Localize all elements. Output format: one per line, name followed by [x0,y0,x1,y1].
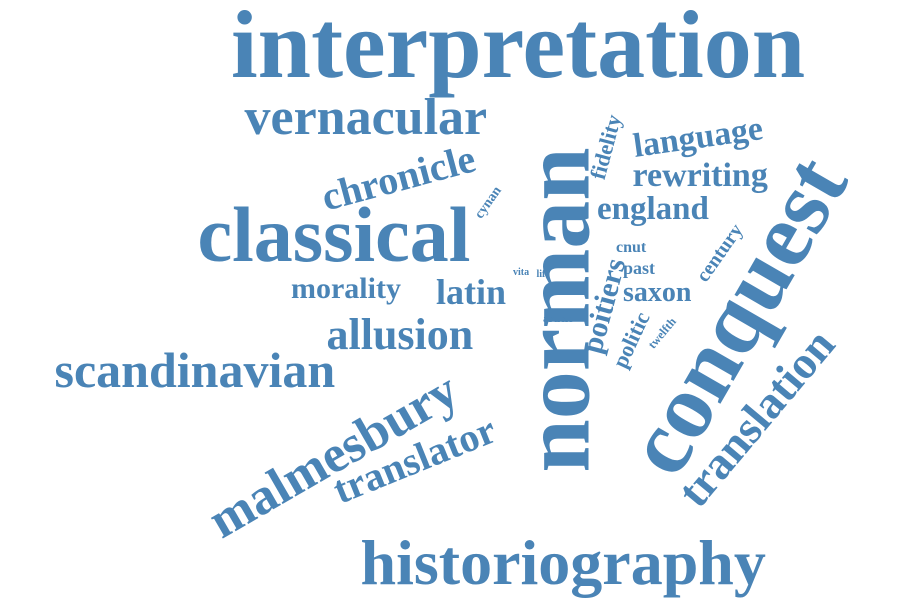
word-rewriting: rewriting [633,159,768,193]
word-fidelity: fidelity [587,112,625,181]
word-past: past [623,259,655,277]
word-saxon: saxon [623,279,691,307]
word-vita: vita [513,268,529,278]
word-morality: morality [291,274,401,304]
word-cnut: cnut [616,240,646,256]
word-historiography: historiography [361,531,766,595]
word-allusion: allusion [327,313,474,357]
word-interpretation: interpretation [231,0,805,93]
word-latin: latin [436,274,506,310]
word-scandinavian: scandinavian [55,345,336,395]
word-vernacular: vernacular [245,92,488,144]
word-article: article [543,314,573,325]
word-cynan: cynan [473,184,505,221]
word-england: england [597,193,709,226]
word-life: life [537,270,550,280]
